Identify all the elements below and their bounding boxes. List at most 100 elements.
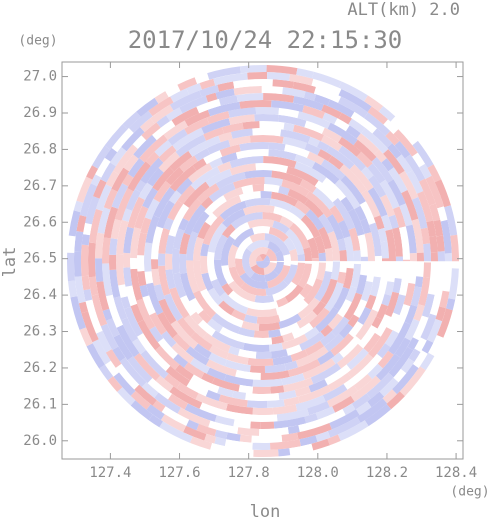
echo-cell — [268, 142, 286, 151]
echo-cell — [81, 234, 90, 246]
echo-cell — [100, 162, 116, 183]
echo-cell — [367, 391, 385, 408]
echo-cell — [379, 179, 400, 209]
echo-cell — [361, 189, 381, 218]
echo-cell — [386, 312, 400, 331]
echo-cell — [413, 350, 428, 369]
echo-cell — [270, 385, 285, 394]
echo-cell — [376, 303, 389, 320]
echo-cell — [271, 349, 288, 359]
echo-cell — [388, 321, 411, 355]
echo-cell — [278, 448, 291, 457]
echo-cell — [137, 333, 152, 350]
echo-cell — [294, 161, 327, 183]
echo-cell — [367, 106, 389, 125]
echo-cell — [120, 296, 131, 309]
echo-cell — [332, 197, 356, 230]
echo-cell — [401, 190, 419, 221]
echo-cell — [76, 215, 87, 233]
echo-cell — [158, 265, 171, 296]
echo-cell — [164, 373, 181, 389]
echo-cell — [211, 313, 241, 334]
echo-cell — [245, 307, 278, 318]
echo-cell — [219, 144, 241, 157]
echo-cell — [343, 365, 372, 390]
echo-cell — [294, 200, 311, 215]
echo-cell — [396, 154, 413, 174]
echo-cell — [429, 203, 441, 222]
echo-cell — [182, 198, 202, 222]
echo-cell — [374, 314, 392, 337]
echo-cell — [203, 150, 223, 165]
echo-cell — [307, 401, 330, 416]
echo-cell — [137, 232, 148, 256]
echo-cell — [329, 409, 360, 430]
echo-cell — [254, 294, 275, 303]
echo-cell — [163, 120, 188, 140]
echo-cell — [232, 390, 246, 400]
echo-cell — [427, 164, 442, 183]
echo-cell — [166, 107, 183, 122]
echo-cell — [183, 314, 207, 339]
echo-cell — [268, 149, 297, 161]
echo-cell — [268, 226, 289, 242]
echo-cell — [287, 188, 309, 205]
echo-cell — [260, 190, 272, 199]
echo-cell — [283, 254, 291, 261]
echo-cell — [157, 311, 178, 339]
echo-cell — [259, 78, 273, 87]
echo-cell — [217, 161, 232, 173]
echo-cell — [158, 145, 177, 163]
echo-cell — [170, 320, 198, 349]
echo-cell — [192, 211, 210, 234]
echo-cell — [123, 226, 134, 254]
echo-cell — [207, 101, 241, 117]
y-tick-label: 26.6 — [23, 214, 57, 230]
echo-cell — [229, 222, 250, 240]
echo-cell — [329, 205, 345, 224]
echo-cell — [311, 78, 342, 96]
echo-cell — [167, 393, 188, 410]
echo-cell — [247, 71, 268, 80]
echo-cell — [220, 152, 238, 164]
echo-cell — [281, 432, 299, 442]
echo-cell — [217, 386, 234, 398]
echo-cell — [176, 382, 199, 400]
echo-cell — [299, 179, 317, 194]
y-tick-label: 26.7 — [23, 178, 57, 194]
echo-cell — [221, 265, 234, 285]
echo-cell — [331, 316, 350, 337]
echo-cell — [134, 180, 147, 193]
echo-cell — [138, 182, 153, 200]
echo-cell — [420, 313, 437, 341]
echo-cell — [223, 187, 244, 202]
echo-cell — [183, 362, 205, 379]
echo-cell — [140, 217, 152, 234]
echo-cell — [426, 220, 437, 237]
echo-cell — [103, 188, 118, 210]
echo-cell — [244, 198, 271, 208]
echo-cell — [326, 145, 355, 170]
echo-cell — [218, 95, 238, 106]
echo-cell — [127, 196, 145, 229]
echo-cell — [444, 205, 458, 236]
echo-cell — [311, 438, 330, 451]
echo-cell — [73, 200, 84, 213]
echo-cell — [235, 148, 269, 160]
echo-cell — [292, 81, 316, 94]
echo-cell — [394, 140, 411, 159]
echo-cell — [281, 373, 305, 386]
echo-cell — [170, 88, 190, 103]
echo-cell — [154, 392, 181, 414]
echo-cell — [154, 91, 169, 104]
echo-cell — [411, 197, 428, 229]
echo-cell — [172, 127, 205, 151]
echo-cell — [315, 431, 331, 442]
echo-cell — [237, 296, 259, 310]
echo-cell — [239, 142, 270, 152]
echo-cell — [297, 253, 305, 261]
echo-cell — [208, 420, 239, 435]
x-tick-label: 127.4 — [89, 465, 131, 481]
echo-cell — [382, 389, 397, 404]
echo-cell — [96, 281, 110, 311]
